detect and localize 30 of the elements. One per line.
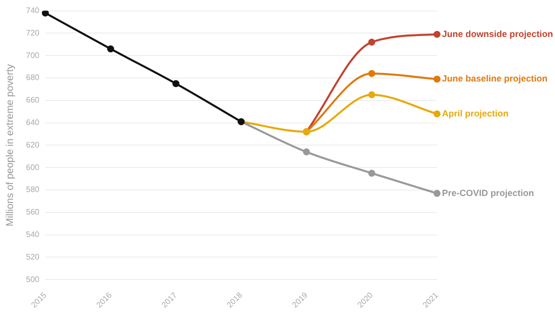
point [434, 110, 440, 118]
y-tick-label: 520 [26, 252, 40, 262]
y-tick-label: 560 [26, 208, 40, 217]
point [434, 30, 440, 38]
y-axis-title: Millions of people in extreme poverty [4, 64, 16, 226]
series-label: April projection [442, 108, 509, 118]
point [434, 76, 440, 83]
point [368, 70, 376, 78]
point [107, 45, 114, 52]
y-tick-label: 640 [26, 118, 40, 128]
y-tick-label: 620 [26, 140, 40, 150]
y-tick-label: 540 [26, 230, 40, 240]
series-label: Pre-COVID projection [442, 188, 534, 198]
y-tick-label: 660 [26, 96, 40, 105]
point [434, 190, 440, 197]
y-tick-label: 500 [26, 274, 40, 284]
series-label: June baseline projection [442, 74, 548, 84]
y-tick-label: 680 [26, 73, 40, 82]
y-tick-label: 720 [26, 28, 40, 38]
point [368, 91, 376, 98]
y-tick-label: 700 [26, 50, 40, 60]
point [172, 80, 180, 88]
y-tick-label: 580 [26, 185, 40, 194]
point [42, 10, 49, 17]
series-label: June downside projection [442, 28, 554, 39]
point [302, 148, 310, 156]
y-tick-label: 600 [26, 162, 40, 172]
y-tick-label: 740 [26, 6, 40, 16]
point [368, 170, 376, 177]
point [368, 38, 376, 46]
